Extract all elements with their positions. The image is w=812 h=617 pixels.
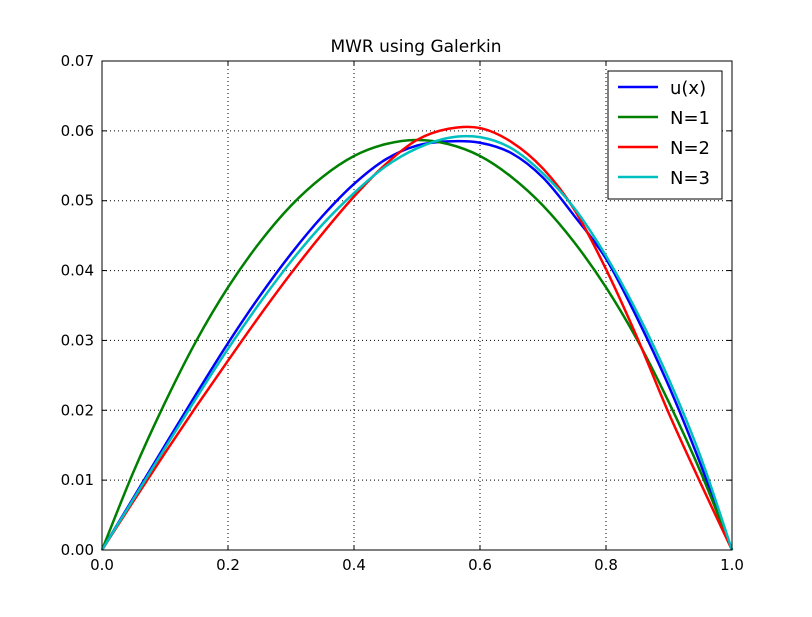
x-tick-label: 0.6 bbox=[468, 556, 492, 574]
x-tick-label: 0.0 bbox=[90, 556, 114, 574]
series-line-n-3 bbox=[100, 134, 734, 551]
axis-ticks: 0.0 0.2 0.4 0.6 0.8 1.0 0.00 0.01 0.02 0.03 0.04 0.… bbox=[61, 52, 744, 574]
y-tick-label: 0.00 bbox=[61, 541, 94, 559]
legend-label: N=1 bbox=[670, 108, 710, 129]
y-tick-label: 0.04 bbox=[61, 262, 94, 280]
legend-label: N=3 bbox=[670, 168, 710, 189]
y-tick-label: 0.07 bbox=[61, 52, 94, 70]
y-tick-label: 0.03 bbox=[61, 331, 94, 349]
x-tick-label: 1.0 bbox=[720, 556, 744, 574]
series-line-n-2 bbox=[100, 125, 734, 551]
y-tick-label: 0.05 bbox=[61, 192, 94, 210]
x-tick-label: 0.8 bbox=[594, 556, 618, 574]
y-tick-label: 0.06 bbox=[61, 122, 94, 140]
grid bbox=[102, 61, 732, 550]
plot-frame bbox=[101, 60, 733, 551]
legend-label: N=2 bbox=[670, 138, 710, 159]
x-tick-label: 0.4 bbox=[342, 556, 366, 574]
legend: u(x) N=1 N=2 N=3 bbox=[607, 70, 723, 200]
y-tick-label: 0.02 bbox=[61, 401, 94, 419]
y-tick-label: 0.01 bbox=[61, 471, 94, 489]
legend-label: u(x) bbox=[670, 78, 706, 99]
chart-title: MWR using Galerkin bbox=[330, 37, 501, 57]
x-tick-label: 0.2 bbox=[216, 556, 240, 574]
series-lines bbox=[100, 125, 734, 551]
